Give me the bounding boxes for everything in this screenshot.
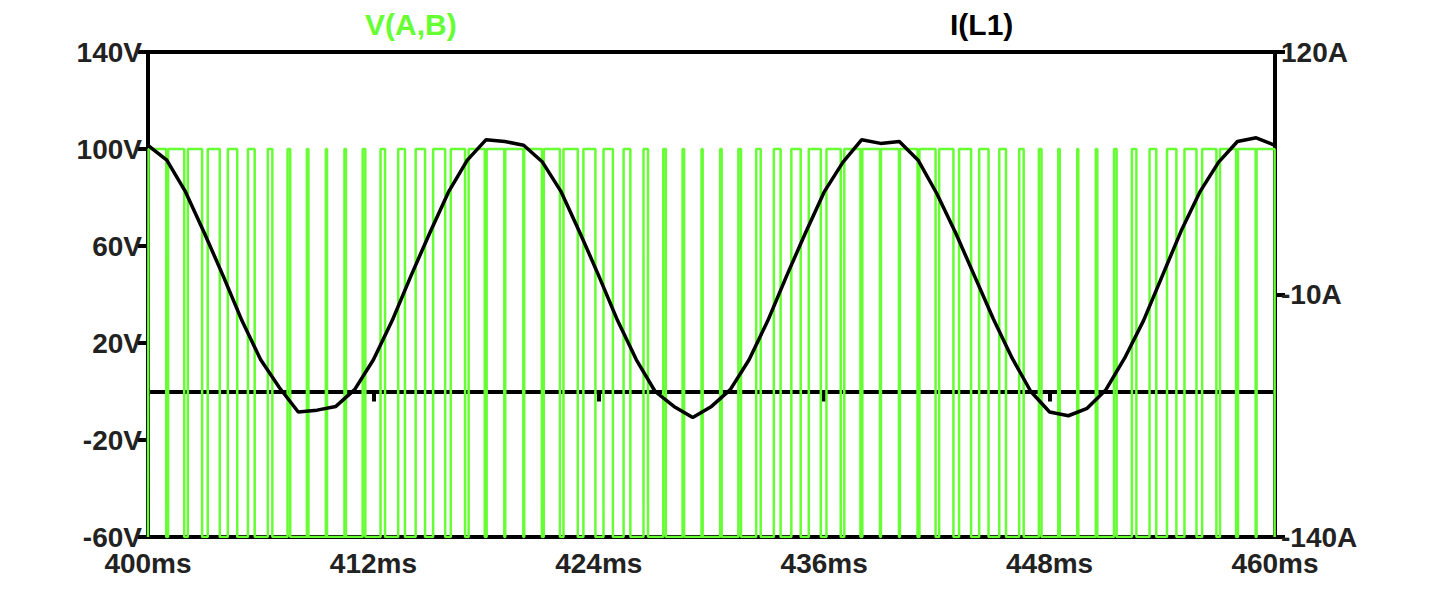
svg-text:-20V: -20V xyxy=(83,425,142,456)
svg-text:20V: 20V xyxy=(92,328,142,359)
svg-text:100V: 100V xyxy=(77,134,143,165)
svg-text:460ms: 460ms xyxy=(1231,548,1318,579)
svg-text:424ms: 424ms xyxy=(555,548,642,579)
svg-text:-10A: -10A xyxy=(1281,279,1342,310)
svg-text:-60V: -60V xyxy=(82,521,142,553)
svg-text:V(A,B): V(A,B) xyxy=(365,8,457,41)
svg-text:436ms: 436ms xyxy=(781,548,868,579)
svg-text:400ms: 400ms xyxy=(104,548,191,579)
svg-text:412ms: 412ms xyxy=(330,548,417,579)
svg-text:448ms: 448ms xyxy=(1006,548,1093,579)
svg-text:-140A: -140A xyxy=(1281,521,1358,553)
svg-text:120A: 120A xyxy=(1281,37,1348,68)
svg-text:140V: 140V xyxy=(77,37,143,68)
svg-text:60V: 60V xyxy=(92,231,142,262)
svg-text:I(L1): I(L1) xyxy=(950,8,1013,41)
